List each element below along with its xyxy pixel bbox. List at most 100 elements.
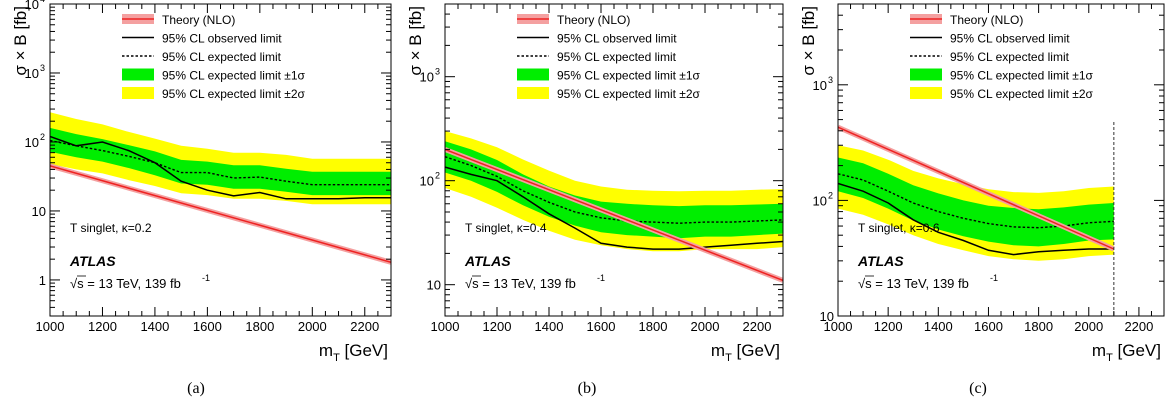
y-tick-exponent: 3: [828, 75, 833, 85]
energy-lumi-label: √s = 13 TeV, 139 fb: [70, 276, 181, 291]
y-axis-label: σ × B [fb]: [406, 6, 425, 76]
plot-area: [445, 131, 783, 283]
x-tick-label: 1600: [974, 319, 1003, 334]
legend-band1-label: 95% CL expected limit ±1σ: [162, 69, 306, 83]
x-tick-label: 1400: [140, 319, 169, 334]
y-tick-exponent: 3: [435, 67, 440, 77]
energy-lumi-label: √s = 13 TeV, 139 fb: [858, 276, 969, 291]
x-tick-label: 1000: [36, 319, 65, 334]
y-tick-label: 10: [427, 278, 441, 293]
lumi-exponent: -1: [990, 273, 998, 283]
x-tick-label: 2000: [1074, 319, 1103, 334]
atlas-label: ATLAS: [69, 253, 116, 269]
energy-lumi-label: √s = 13 TeV, 139 fb: [465, 276, 576, 291]
y-tick-label: 10: [420, 174, 434, 189]
legend-band1-swatch: [910, 68, 942, 81]
panel-caption: (c): [969, 380, 987, 397]
x-tick-label: 2000: [691, 319, 720, 334]
atlas-label: ATLAS: [464, 253, 511, 269]
legend-band2-label: 95% CL expected limit ±2σ: [950, 87, 1094, 101]
x-tick-label: 1600: [193, 319, 222, 334]
legend-expected-label: 95% CL expected limit: [162, 50, 282, 64]
expected-line: [838, 173, 1114, 229]
legend-theory-label: Theory (NLO): [162, 13, 235, 27]
legend-band1-label: 95% CL expected limit ±1σ: [557, 69, 701, 83]
y-tick-exponent: 4: [40, 0, 45, 4]
y-tick-label: 10: [813, 78, 827, 93]
band-1sigma: [50, 127, 391, 196]
expected-line: [50, 139, 391, 186]
lumi-exponent: -1: [597, 273, 605, 283]
x-axis-label: mT [GeV]: [1092, 341, 1161, 364]
theory-line: [445, 148, 783, 282]
x-tick-label: 1000: [824, 319, 853, 334]
legend-theory-label: Theory (NLO): [557, 13, 630, 27]
theory-line: [838, 126, 1115, 250]
legend-band1-swatch: [517, 68, 549, 81]
y-tick-exponent: 2: [828, 190, 833, 200]
model-annotation: T singlet, κ=0.4: [465, 221, 547, 235]
y-tick-label: 1: [39, 273, 46, 288]
y-tick-label: 10: [25, 135, 39, 150]
panel-caption: (a): [187, 380, 205, 397]
x-tick-label: 1800: [639, 319, 668, 334]
y-tick-exponent: 2: [435, 171, 440, 181]
atlas-label: ATLAS: [857, 253, 904, 269]
legend-band1-swatch: [122, 68, 154, 81]
x-tick-label: 1000: [431, 319, 460, 334]
legend-observed-label: 95% CL observed limit: [162, 32, 282, 46]
x-tick-label: 1600: [587, 319, 616, 334]
y-tick-label: 10: [420, 70, 434, 85]
x-tick-label: 1800: [1024, 319, 1053, 334]
observed-line: [838, 182, 1114, 256]
chart-panel-0: 1000120014001600180020002200110102103104…: [11, 0, 392, 397]
x-tick-label: 2200: [743, 319, 772, 334]
legend-expected-label: 95% CL expected limit: [557, 50, 677, 64]
legend-band2-label: 95% CL expected limit ±2σ: [162, 87, 306, 101]
x-tick-label: 1200: [874, 319, 903, 334]
y-tick-label: 10: [25, 0, 39, 12]
y-tick-label: 10: [32, 204, 46, 219]
y-tick-label: 10: [820, 309, 834, 324]
theory-line: [50, 165, 391, 264]
model-annotation: T singlet, κ=0.2: [70, 221, 152, 235]
y-tick-exponent: 2: [40, 132, 45, 142]
legend-band2-swatch: [910, 87, 942, 99]
x-axis-label: mT [GeV]: [319, 341, 388, 364]
observed-line: [50, 135, 391, 200]
band-1sigma: [445, 141, 783, 239]
x-tick-label: 1400: [924, 319, 953, 334]
x-tick-label: 1200: [88, 319, 117, 334]
band-1sigma: [838, 157, 1114, 247]
y-tick-label: 10: [813, 193, 827, 208]
y-tick-label: 10: [25, 66, 39, 81]
legend-band1-label: 95% CL expected limit ±1σ: [950, 69, 1094, 83]
x-axis-label: mT [GeV]: [711, 341, 780, 364]
model-annotation: T singlet, κ=0.6: [858, 221, 940, 235]
x-tick-label: 1800: [245, 319, 274, 334]
legend-band2-swatch: [122, 87, 154, 99]
legend-theory-label: Theory (NLO): [950, 13, 1023, 27]
plot-area: [50, 112, 391, 265]
y-tick-exponent: 3: [40, 63, 45, 73]
legend-band2-swatch: [517, 87, 549, 99]
legend-observed-label: 95% CL observed limit: [557, 32, 677, 46]
x-tick-label: 1200: [483, 319, 512, 334]
y-axis-label: σ × B [fb]: [799, 6, 818, 76]
x-tick-label: 2200: [350, 319, 379, 334]
plot-area: [838, 124, 1115, 261]
observed-line: [445, 166, 783, 250]
expected-line: [445, 156, 783, 224]
legend-band2-label: 95% CL expected limit ±2σ: [557, 87, 701, 101]
x-tick-label: 2000: [298, 319, 327, 334]
x-tick-label: 2200: [1124, 319, 1153, 334]
lumi-exponent: -1: [202, 273, 210, 283]
y-axis-label: σ × B [fb]: [11, 6, 30, 76]
legend-observed-label: 95% CL observed limit: [950, 32, 1070, 46]
panel-caption: (b): [578, 380, 597, 397]
legend-expected-label: 95% CL expected limit: [950, 50, 1070, 64]
x-tick-label: 1400: [535, 319, 564, 334]
